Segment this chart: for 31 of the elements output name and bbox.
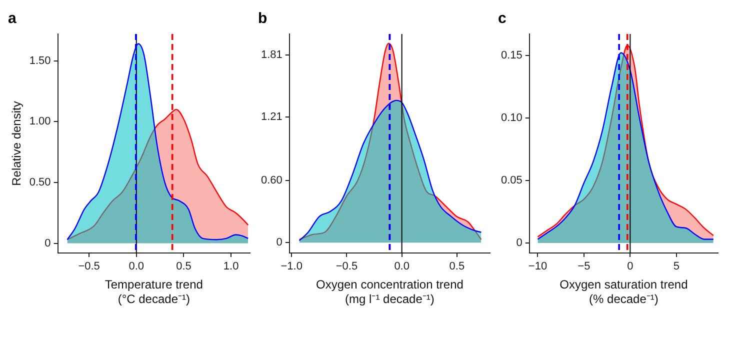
- x-tick-label: −1.0: [280, 260, 302, 273]
- chart-title: a: [8, 10, 17, 28]
- y-axis-title: Relative density: [10, 101, 24, 186]
- x-tick-label: 5: [673, 260, 680, 273]
- x-tick-label: −0.5: [336, 260, 358, 273]
- chart-title: b: [258, 10, 268, 28]
- x-tick-label: 0: [627, 260, 634, 273]
- y-tick-label: 0.15: [500, 49, 522, 62]
- y-tick-label: 0.60: [260, 174, 282, 186]
- y-tick-label: 0: [44, 237, 51, 250]
- x-tick-label: −5: [578, 260, 590, 273]
- x-tick-label: −0.5: [78, 260, 100, 273]
- y-tick-label: 0.50: [29, 176, 51, 188]
- y-tick-label: 1.50: [29, 54, 51, 67]
- x-axis-title: Oxygen concentration trend (mg l⁻¹ decade⁻¹): [316, 278, 464, 306]
- x-tick-label: −10: [528, 260, 548, 273]
- chart-title: c: [498, 10, 506, 28]
- x-tick-label: 0.5: [449, 260, 465, 273]
- x-tick-label: 0.0: [394, 260, 410, 273]
- y-tick-label: 0: [276, 236, 282, 249]
- y-tick-label: 1.00: [29, 116, 51, 128]
- y-tick-label: 0.10: [500, 112, 522, 124]
- y-tick-label: 0.05: [500, 174, 522, 186]
- y-tick-label: 1.21: [260, 111, 282, 124]
- x-axis-title: Temperature trend (°C decade⁻¹): [104, 278, 203, 306]
- x-tick-label: 1.0: [223, 260, 239, 273]
- y-tick-label: 0: [516, 237, 522, 250]
- x-tick-label: 0.5: [176, 260, 192, 273]
- x-tick-label: 0.0: [128, 260, 144, 273]
- x-axis-title: Oxygen saturation trend (% decade⁻¹): [560, 278, 688, 306]
- y-tick-label: 1.81: [260, 48, 282, 61]
